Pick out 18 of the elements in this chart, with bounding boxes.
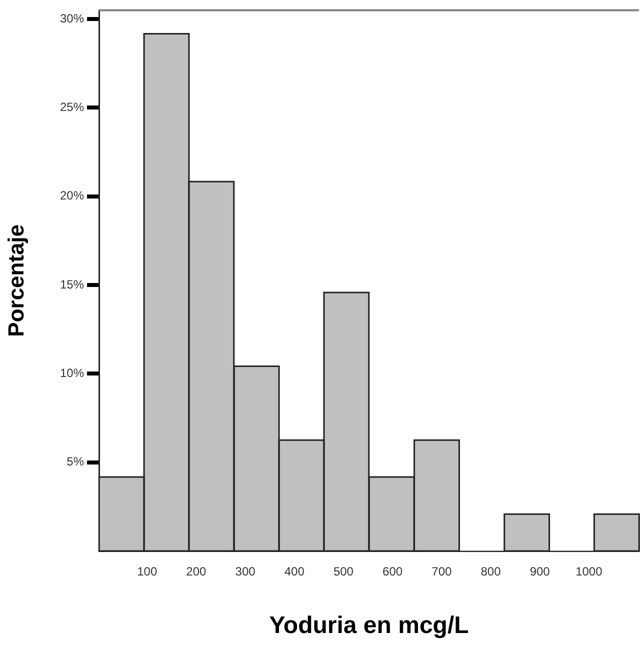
x-tick-label: 100 (137, 564, 158, 579)
x-tick-label: 500 (333, 564, 354, 579)
y-tick-label: 20% (60, 188, 84, 203)
x-tick-label: 800 (480, 564, 502, 579)
x-tick-label: 1000 (576, 564, 603, 579)
y-tick-label: 30% (60, 11, 84, 26)
x-tick-label: 600 (382, 564, 403, 579)
y-tick-label: 15% (60, 277, 84, 292)
y-tick-label: 5% (66, 454, 84, 469)
x-tick-label: 400 (284, 564, 305, 579)
x-tick-label: 700 (432, 564, 452, 579)
y-tick-label: 25% (60, 100, 84, 114)
y-axis-title: Porcentaje (3, 224, 28, 337)
x-axis-title: Yoduria en mcg/L (269, 612, 469, 640)
x-tick-label: 300 (235, 564, 256, 579)
y-tick-label: 10% (60, 366, 84, 380)
x-tick-label: 900 (530, 564, 550, 579)
x-tick-label: 200 (186, 564, 207, 579)
